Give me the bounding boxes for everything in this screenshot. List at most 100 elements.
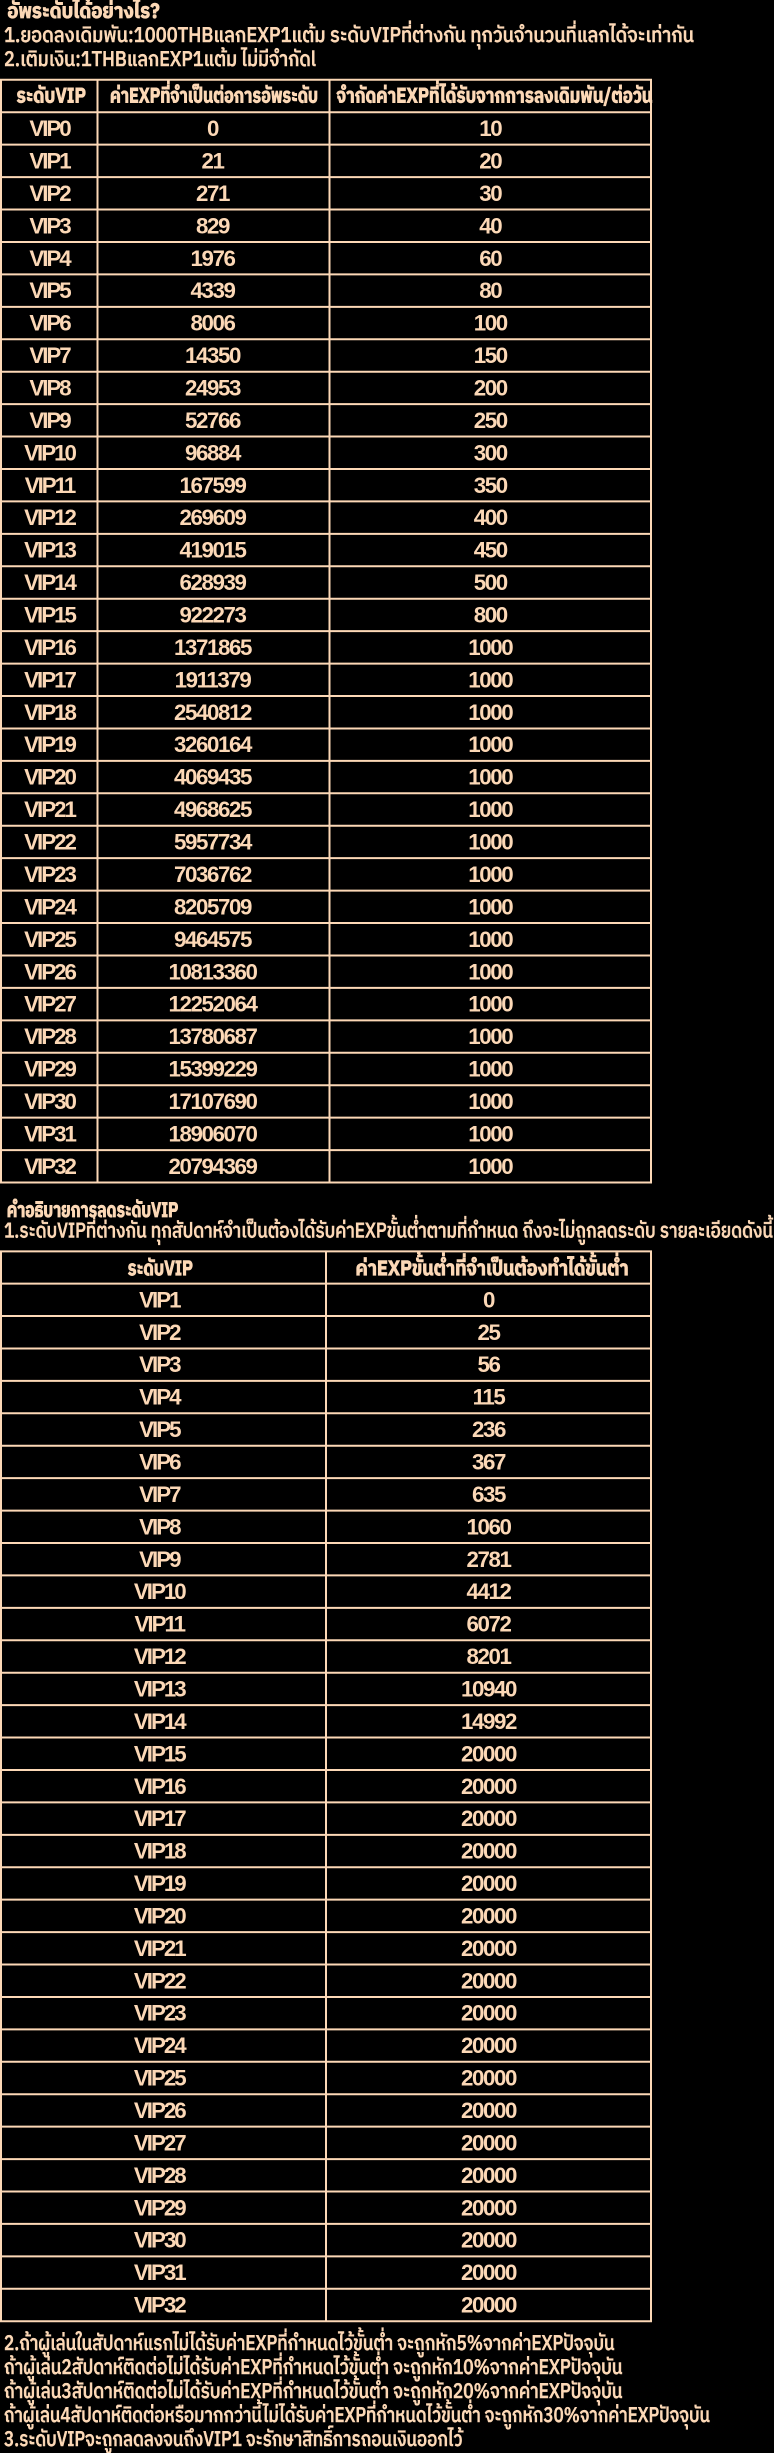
svg-text:VIP30: VIP30 <box>134 2228 186 2253</box>
svg-text:VIP3: VIP3 <box>139 1352 181 1377</box>
svg-text:VIP31: VIP31 <box>134 2260 186 2285</box>
svg-text:350: 350 <box>474 473 508 498</box>
svg-text:10: 10 <box>479 116 502 141</box>
svg-text:VIP5: VIP5 <box>139 1417 181 1442</box>
svg-text:VIP17: VIP17 <box>24 667 76 692</box>
svg-text:20000: 20000 <box>461 2066 517 2091</box>
svg-text:8006: 8006 <box>190 311 235 336</box>
svg-text:VIP19: VIP19 <box>24 732 76 757</box>
svg-text:8205709: 8205709 <box>174 894 252 919</box>
svg-text:1000: 1000 <box>468 959 513 984</box>
svg-text:1000: 1000 <box>468 830 513 855</box>
svg-text:200: 200 <box>474 376 508 401</box>
svg-text:VIP13: VIP13 <box>24 538 76 563</box>
svg-text:1000: 1000 <box>468 635 513 660</box>
svg-text:3260164: 3260164 <box>174 732 253 757</box>
svg-text:5957734: 5957734 <box>174 830 253 855</box>
svg-text:9464575: 9464575 <box>174 927 252 952</box>
svg-text:17107690: 17107690 <box>168 1089 257 1114</box>
svg-text:VIP26: VIP26 <box>24 959 76 984</box>
svg-text:VIP11: VIP11 <box>25 473 76 498</box>
svg-text:0: 0 <box>483 1287 495 1312</box>
svg-text:4069435: 4069435 <box>174 765 252 790</box>
svg-text:VIP2: VIP2 <box>139 1320 181 1345</box>
svg-text:500: 500 <box>474 570 508 595</box>
svg-text:VIP0: VIP0 <box>29 116 71 141</box>
svg-text:20000: 20000 <box>461 2293 517 2318</box>
svg-text:VIP9: VIP9 <box>139 1547 181 1572</box>
svg-text:VIP8: VIP8 <box>29 376 71 401</box>
svg-text:VIP29: VIP29 <box>134 2195 186 2220</box>
svg-text:20000: 20000 <box>461 1936 517 1961</box>
svg-text:1371865: 1371865 <box>174 635 252 660</box>
svg-text:VIP32: VIP32 <box>134 2293 186 2318</box>
svg-text:VIP23: VIP23 <box>134 2001 186 2026</box>
svg-text:VIP22: VIP22 <box>24 830 76 855</box>
svg-text:2781: 2781 <box>466 1547 511 1572</box>
svg-text:VIP14: VIP14 <box>134 1709 187 1734</box>
svg-text:VIP12: VIP12 <box>134 1644 186 1669</box>
svg-text:VIP10: VIP10 <box>134 1579 186 1604</box>
svg-text:12252064: 12252064 <box>168 992 258 1017</box>
svg-text:20000: 20000 <box>461 2260 517 2285</box>
svg-text:VIP28: VIP28 <box>134 2163 186 2188</box>
svg-text:15399229: 15399229 <box>168 1057 257 1082</box>
svg-text:VIP13: VIP13 <box>134 1677 186 1702</box>
svg-text:VIP14: VIP14 <box>24 570 77 595</box>
svg-text:4412: 4412 <box>466 1579 511 1604</box>
svg-text:1911379: 1911379 <box>175 667 252 692</box>
svg-text:VIP2: VIP2 <box>29 181 71 206</box>
svg-text:VIP25: VIP25 <box>24 927 76 952</box>
svg-text:20000: 20000 <box>461 1871 517 1896</box>
svg-text:1000: 1000 <box>468 894 513 919</box>
svg-text:20000: 20000 <box>461 1904 517 1929</box>
svg-text:VIP6: VIP6 <box>29 311 71 336</box>
svg-text:250: 250 <box>474 408 508 433</box>
svg-text:922273: 922273 <box>179 603 246 628</box>
svg-text:7036762: 7036762 <box>174 862 252 887</box>
svg-text:20000: 20000 <box>461 2163 517 2188</box>
svg-text:20000: 20000 <box>461 1774 517 1799</box>
svg-text:18906070: 18906070 <box>168 1121 257 1146</box>
svg-text:VIP9: VIP9 <box>29 408 71 433</box>
svg-text:20000: 20000 <box>461 2001 517 2026</box>
svg-text:VIP1: VIP1 <box>139 1287 181 1312</box>
svg-text:10813360: 10813360 <box>168 959 257 984</box>
svg-text:14350: 14350 <box>185 343 241 368</box>
svg-text:419015: 419015 <box>179 538 246 563</box>
svg-text:VIP1: VIP1 <box>29 149 71 174</box>
svg-text:VIP22: VIP22 <box>134 1968 186 1993</box>
svg-text:115: 115 <box>473 1385 506 1410</box>
svg-text:56: 56 <box>477 1352 500 1377</box>
svg-text:VIP28: VIP28 <box>24 1024 76 1049</box>
svg-text:VIP25: VIP25 <box>134 2066 186 2091</box>
svg-text:25: 25 <box>477 1320 500 1345</box>
svg-text:20000: 20000 <box>461 1839 517 1864</box>
svg-text:60: 60 <box>479 246 502 271</box>
svg-text:VIP10: VIP10 <box>24 440 76 465</box>
svg-text:VIP11: VIP11 <box>135 1612 186 1637</box>
svg-text:VIP30: VIP30 <box>24 1089 76 1114</box>
svg-text:300: 300 <box>474 440 508 465</box>
svg-text:VIP19: VIP19 <box>134 1871 186 1896</box>
svg-text:VIP26: VIP26 <box>134 2098 186 2123</box>
svg-text:635: 635 <box>472 1482 506 1507</box>
svg-text:VIP12: VIP12 <box>24 505 76 530</box>
svg-text:269609: 269609 <box>179 505 246 530</box>
svg-text:VIP27: VIP27 <box>24 992 76 1017</box>
svg-text:VIP18: VIP18 <box>134 1839 186 1864</box>
svg-text:21: 21 <box>201 149 224 174</box>
svg-text:VIP29: VIP29 <box>24 1057 76 1082</box>
svg-text:30: 30 <box>479 181 502 206</box>
svg-text:VIP15: VIP15 <box>24 603 76 628</box>
svg-text:2540812: 2540812 <box>174 700 252 725</box>
svg-text:829: 829 <box>196 213 230 238</box>
svg-text:0: 0 <box>207 116 219 141</box>
svg-text:20000: 20000 <box>461 2130 517 2155</box>
svg-text:1000: 1000 <box>468 927 513 952</box>
svg-text:96884: 96884 <box>185 440 242 465</box>
svg-text:VIP15: VIP15 <box>134 1741 186 1766</box>
svg-text:VIP5: VIP5 <box>29 278 71 303</box>
svg-text:800: 800 <box>474 603 508 628</box>
svg-text:167599: 167599 <box>179 473 246 498</box>
